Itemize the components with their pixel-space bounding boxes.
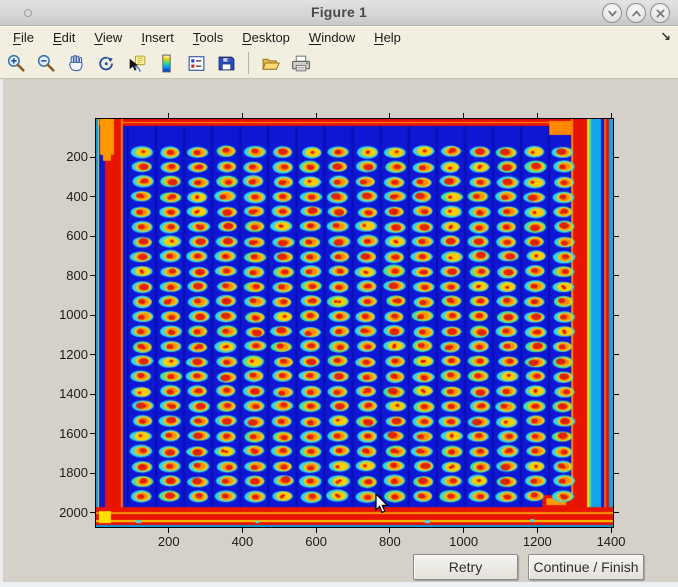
shade-button[interactable]	[602, 3, 622, 23]
y-tick-mark-right	[614, 473, 619, 474]
menu-bar: File Edit View Insert Tools Desktop Window Help	[0, 26, 678, 48]
menu-item-view[interactable]: View	[94, 30, 122, 45]
menu-item-edit[interactable]: Edit	[53, 30, 75, 45]
continue-finish-button[interactable]: Continue / Finish	[528, 554, 644, 580]
y-tick-mark-right	[614, 512, 619, 513]
y-tick-mark-right	[614, 236, 619, 237]
y-tick-mark-right	[614, 394, 619, 395]
data-cursor-icon[interactable]	[125, 51, 148, 75]
y-tick-label: 1200	[40, 347, 88, 362]
retry-button[interactable]: Retry	[413, 554, 518, 580]
x-tick-label: 1400	[581, 534, 641, 549]
axes-plot-box[interactable]	[95, 118, 614, 528]
x-tick-label: 400	[212, 534, 272, 549]
window-controls	[602, 3, 670, 23]
x-tick-mark-top	[168, 113, 169, 118]
y-tick-mark	[90, 275, 95, 276]
y-tick-label: 600	[40, 228, 88, 243]
dock-figure-icon[interactable]: ↘	[660, 29, 671, 45]
y-tick-mark	[90, 394, 95, 395]
menu-item-insert[interactable]: Insert	[141, 30, 174, 45]
y-tick-mark-right	[614, 354, 619, 355]
figure-window: Figure 1 File Edit View Insert Tools Desktop W…	[0, 0, 678, 587]
x-tick-mark-top	[611, 113, 612, 118]
y-tick-label: 2000	[40, 505, 88, 520]
y-tick-mark-right	[614, 157, 619, 158]
window-frame-left	[0, 79, 3, 582]
y-tick-mark	[90, 354, 95, 355]
y-tick-label: 1800	[40, 465, 88, 480]
insert-legend-icon[interactable]	[185, 51, 208, 75]
print-figure-icon[interactable]	[289, 51, 312, 75]
rotate-3d-icon[interactable]	[95, 51, 118, 75]
window-frame-bottom	[0, 582, 678, 587]
x-tick-mark	[389, 528, 390, 533]
x-tick-mark	[316, 528, 317, 533]
y-tick-mark-right	[614, 315, 619, 316]
x-tick-mark	[168, 528, 169, 533]
y-tick-mark-right	[614, 196, 619, 197]
x-tick-mark-top	[242, 113, 243, 118]
title-bar: Figure 1	[0, 0, 678, 26]
heatmap-image[interactable]	[96, 119, 613, 527]
y-tick-mark	[90, 236, 95, 237]
menu-item-help[interactable]: Help	[374, 30, 401, 45]
x-tick-label: 1000	[434, 534, 494, 549]
y-tick-mark-right	[614, 275, 619, 276]
y-tick-mark	[90, 315, 95, 316]
save-figure-icon[interactable]	[215, 51, 238, 75]
window-title: Figure 1	[0, 4, 678, 20]
menu-item-desktop[interactable]: Desktop	[242, 30, 290, 45]
x-tick-label: 800	[360, 534, 420, 549]
y-tick-label: 1600	[40, 426, 88, 441]
x-tick-label: 200	[139, 534, 199, 549]
zoom-in-icon[interactable]	[5, 51, 28, 75]
y-tick-mark	[90, 473, 95, 474]
toolbar-separator	[248, 52, 249, 74]
y-tick-mark	[90, 512, 95, 513]
y-tick-label: 800	[40, 268, 88, 283]
y-tick-label: 200	[40, 149, 88, 164]
menu-item-tools[interactable]: Tools	[193, 30, 223, 45]
menu-item-file[interactable]: File	[13, 30, 34, 45]
x-tick-mark-top	[463, 113, 464, 118]
menu-item-window[interactable]: Window	[309, 30, 355, 45]
x-tick-mark	[463, 528, 464, 533]
insert-colorbar-icon[interactable]	[155, 51, 178, 75]
y-tick-label: 400	[40, 189, 88, 204]
x-tick-mark	[611, 528, 612, 533]
x-tick-label: 600	[286, 534, 346, 549]
x-tick-mark-top	[537, 113, 538, 118]
x-tick-mark	[537, 528, 538, 533]
x-tick-label: 1200	[507, 534, 567, 549]
pan-hand-icon[interactable]	[65, 51, 88, 75]
y-tick-mark-right	[614, 433, 619, 434]
open-file-icon[interactable]	[259, 51, 282, 75]
y-tick-label: 1000	[40, 307, 88, 322]
y-tick-mark	[90, 157, 95, 158]
figure-toolbar	[0, 48, 678, 79]
x-tick-mark-top	[389, 113, 390, 118]
x-tick-mark-top	[316, 113, 317, 118]
y-tick-label: 1400	[40, 386, 88, 401]
maximize-button[interactable]	[626, 3, 646, 23]
x-tick-mark	[242, 528, 243, 533]
y-tick-mark	[90, 196, 95, 197]
close-button[interactable]	[650, 3, 670, 23]
zoom-out-icon[interactable]	[35, 51, 58, 75]
y-tick-mark	[90, 433, 95, 434]
